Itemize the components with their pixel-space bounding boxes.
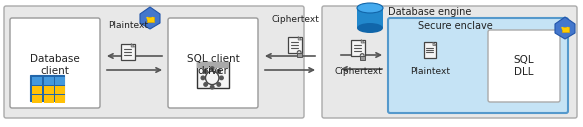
Polygon shape [131, 44, 135, 47]
FancyBboxPatch shape [488, 30, 560, 102]
Polygon shape [140, 7, 160, 29]
FancyBboxPatch shape [388, 18, 568, 113]
FancyBboxPatch shape [30, 75, 64, 101]
Text: Ciphertext: Ciphertext [271, 15, 319, 25]
Polygon shape [555, 17, 575, 39]
FancyBboxPatch shape [32, 95, 43, 103]
Text: Secure enclave: Secure enclave [417, 21, 493, 31]
FancyBboxPatch shape [352, 40, 364, 56]
FancyBboxPatch shape [197, 62, 229, 68]
Text: Database engine: Database engine [388, 7, 472, 17]
FancyBboxPatch shape [10, 18, 100, 108]
Text: Plaintext: Plaintext [410, 67, 450, 76]
FancyBboxPatch shape [322, 6, 577, 118]
FancyBboxPatch shape [44, 95, 54, 103]
Ellipse shape [357, 23, 383, 33]
Circle shape [210, 85, 214, 89]
FancyBboxPatch shape [561, 27, 568, 32]
Text: Database
client: Database client [30, 54, 80, 76]
Polygon shape [433, 42, 436, 45]
Circle shape [204, 83, 208, 86]
FancyBboxPatch shape [44, 86, 54, 94]
Polygon shape [361, 40, 364, 43]
Circle shape [210, 67, 214, 70]
FancyBboxPatch shape [55, 86, 65, 94]
Circle shape [209, 75, 215, 81]
FancyBboxPatch shape [168, 18, 258, 108]
FancyBboxPatch shape [289, 37, 301, 53]
Circle shape [217, 70, 220, 73]
Circle shape [201, 76, 205, 80]
FancyBboxPatch shape [424, 42, 436, 58]
FancyBboxPatch shape [297, 53, 302, 57]
Text: SQL client
driver: SQL client driver [187, 54, 240, 76]
FancyBboxPatch shape [44, 77, 54, 85]
Circle shape [217, 83, 220, 86]
Text: SQL
DLL: SQL DLL [514, 55, 534, 77]
Text: Plaintext: Plaintext [108, 20, 148, 29]
FancyBboxPatch shape [121, 44, 135, 60]
Ellipse shape [357, 3, 383, 13]
FancyBboxPatch shape [55, 95, 65, 103]
FancyBboxPatch shape [4, 6, 304, 118]
FancyBboxPatch shape [32, 77, 43, 85]
Circle shape [204, 70, 208, 73]
FancyBboxPatch shape [55, 77, 65, 85]
Polygon shape [298, 37, 301, 40]
Text: Ciphertext: Ciphertext [334, 67, 382, 76]
Circle shape [220, 76, 223, 80]
FancyBboxPatch shape [360, 56, 365, 60]
FancyBboxPatch shape [197, 62, 229, 88]
FancyBboxPatch shape [32, 86, 43, 94]
FancyBboxPatch shape [146, 17, 153, 22]
FancyBboxPatch shape [357, 8, 383, 28]
